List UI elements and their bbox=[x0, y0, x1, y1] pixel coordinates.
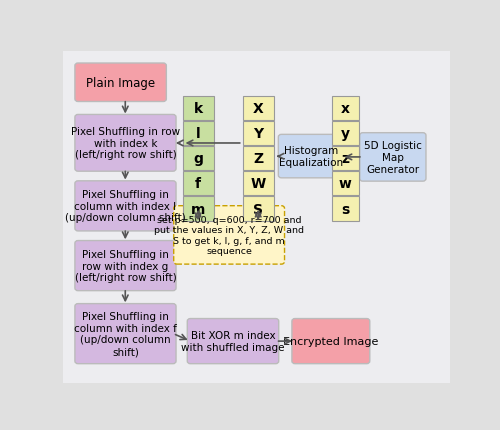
Bar bbox=[242, 147, 274, 171]
Text: Pixel Shuffling in
row with index g
(left/right row shift): Pixel Shuffling in row with index g (lef… bbox=[74, 249, 176, 283]
Text: Histogram
Equalization: Histogram Equalization bbox=[280, 146, 344, 168]
Text: Pixel Shuffling in
column with index f
(up/down column
shift): Pixel Shuffling in column with index f (… bbox=[74, 311, 177, 356]
FancyBboxPatch shape bbox=[188, 319, 278, 364]
Text: Plain Image: Plain Image bbox=[86, 77, 155, 89]
FancyBboxPatch shape bbox=[56, 47, 455, 389]
Text: z: z bbox=[342, 152, 349, 166]
Text: x: x bbox=[341, 101, 350, 115]
Bar bbox=[242, 121, 274, 146]
Bar bbox=[182, 197, 214, 221]
Text: W: W bbox=[250, 177, 266, 191]
FancyBboxPatch shape bbox=[75, 304, 176, 364]
Text: s: s bbox=[341, 202, 349, 216]
FancyBboxPatch shape bbox=[75, 64, 166, 102]
FancyBboxPatch shape bbox=[75, 115, 176, 172]
Bar bbox=[332, 197, 359, 221]
Bar bbox=[332, 121, 359, 146]
Bar bbox=[242, 197, 274, 221]
FancyBboxPatch shape bbox=[292, 319, 370, 364]
Text: X: X bbox=[253, 101, 264, 115]
Text: Bit XOR m index
with shuffled image: Bit XOR m index with shuffled image bbox=[181, 331, 285, 352]
FancyBboxPatch shape bbox=[360, 133, 426, 182]
Bar bbox=[242, 172, 274, 196]
Bar bbox=[332, 96, 359, 120]
Text: Pixel Shuffling in row
with index k
(left/right row shift): Pixel Shuffling in row with index k (lef… bbox=[71, 127, 180, 160]
Text: 5D Logistic
Map
Generator: 5D Logistic Map Generator bbox=[364, 141, 422, 174]
Bar bbox=[182, 96, 214, 120]
FancyBboxPatch shape bbox=[278, 135, 344, 178]
Bar bbox=[242, 96, 274, 120]
Text: Encrypted Image: Encrypted Image bbox=[283, 336, 378, 346]
FancyBboxPatch shape bbox=[174, 206, 284, 264]
FancyBboxPatch shape bbox=[75, 181, 176, 231]
Text: l: l bbox=[196, 126, 200, 141]
Text: set p=500, q=600, r=700 and
put the values in X, Y, Z, W and
S to get k, l, g, f: set p=500, q=600, r=700 and put the valu… bbox=[154, 215, 304, 255]
Text: y: y bbox=[341, 126, 350, 141]
Bar bbox=[182, 172, 214, 196]
Bar bbox=[332, 147, 359, 171]
Text: g: g bbox=[193, 152, 203, 166]
Text: m: m bbox=[191, 202, 206, 216]
Text: f: f bbox=[195, 177, 201, 191]
Text: w: w bbox=[339, 177, 352, 191]
Text: S: S bbox=[253, 202, 263, 216]
Bar bbox=[332, 172, 359, 196]
Bar bbox=[182, 121, 214, 146]
Bar bbox=[182, 147, 214, 171]
Text: Pixel Shuffling in
column with index l
(up/down column shift): Pixel Shuffling in column with index l (… bbox=[65, 190, 186, 223]
Text: Z: Z bbox=[253, 152, 263, 166]
Text: Y: Y bbox=[253, 126, 263, 141]
FancyBboxPatch shape bbox=[75, 241, 176, 291]
Text: k: k bbox=[194, 101, 202, 115]
